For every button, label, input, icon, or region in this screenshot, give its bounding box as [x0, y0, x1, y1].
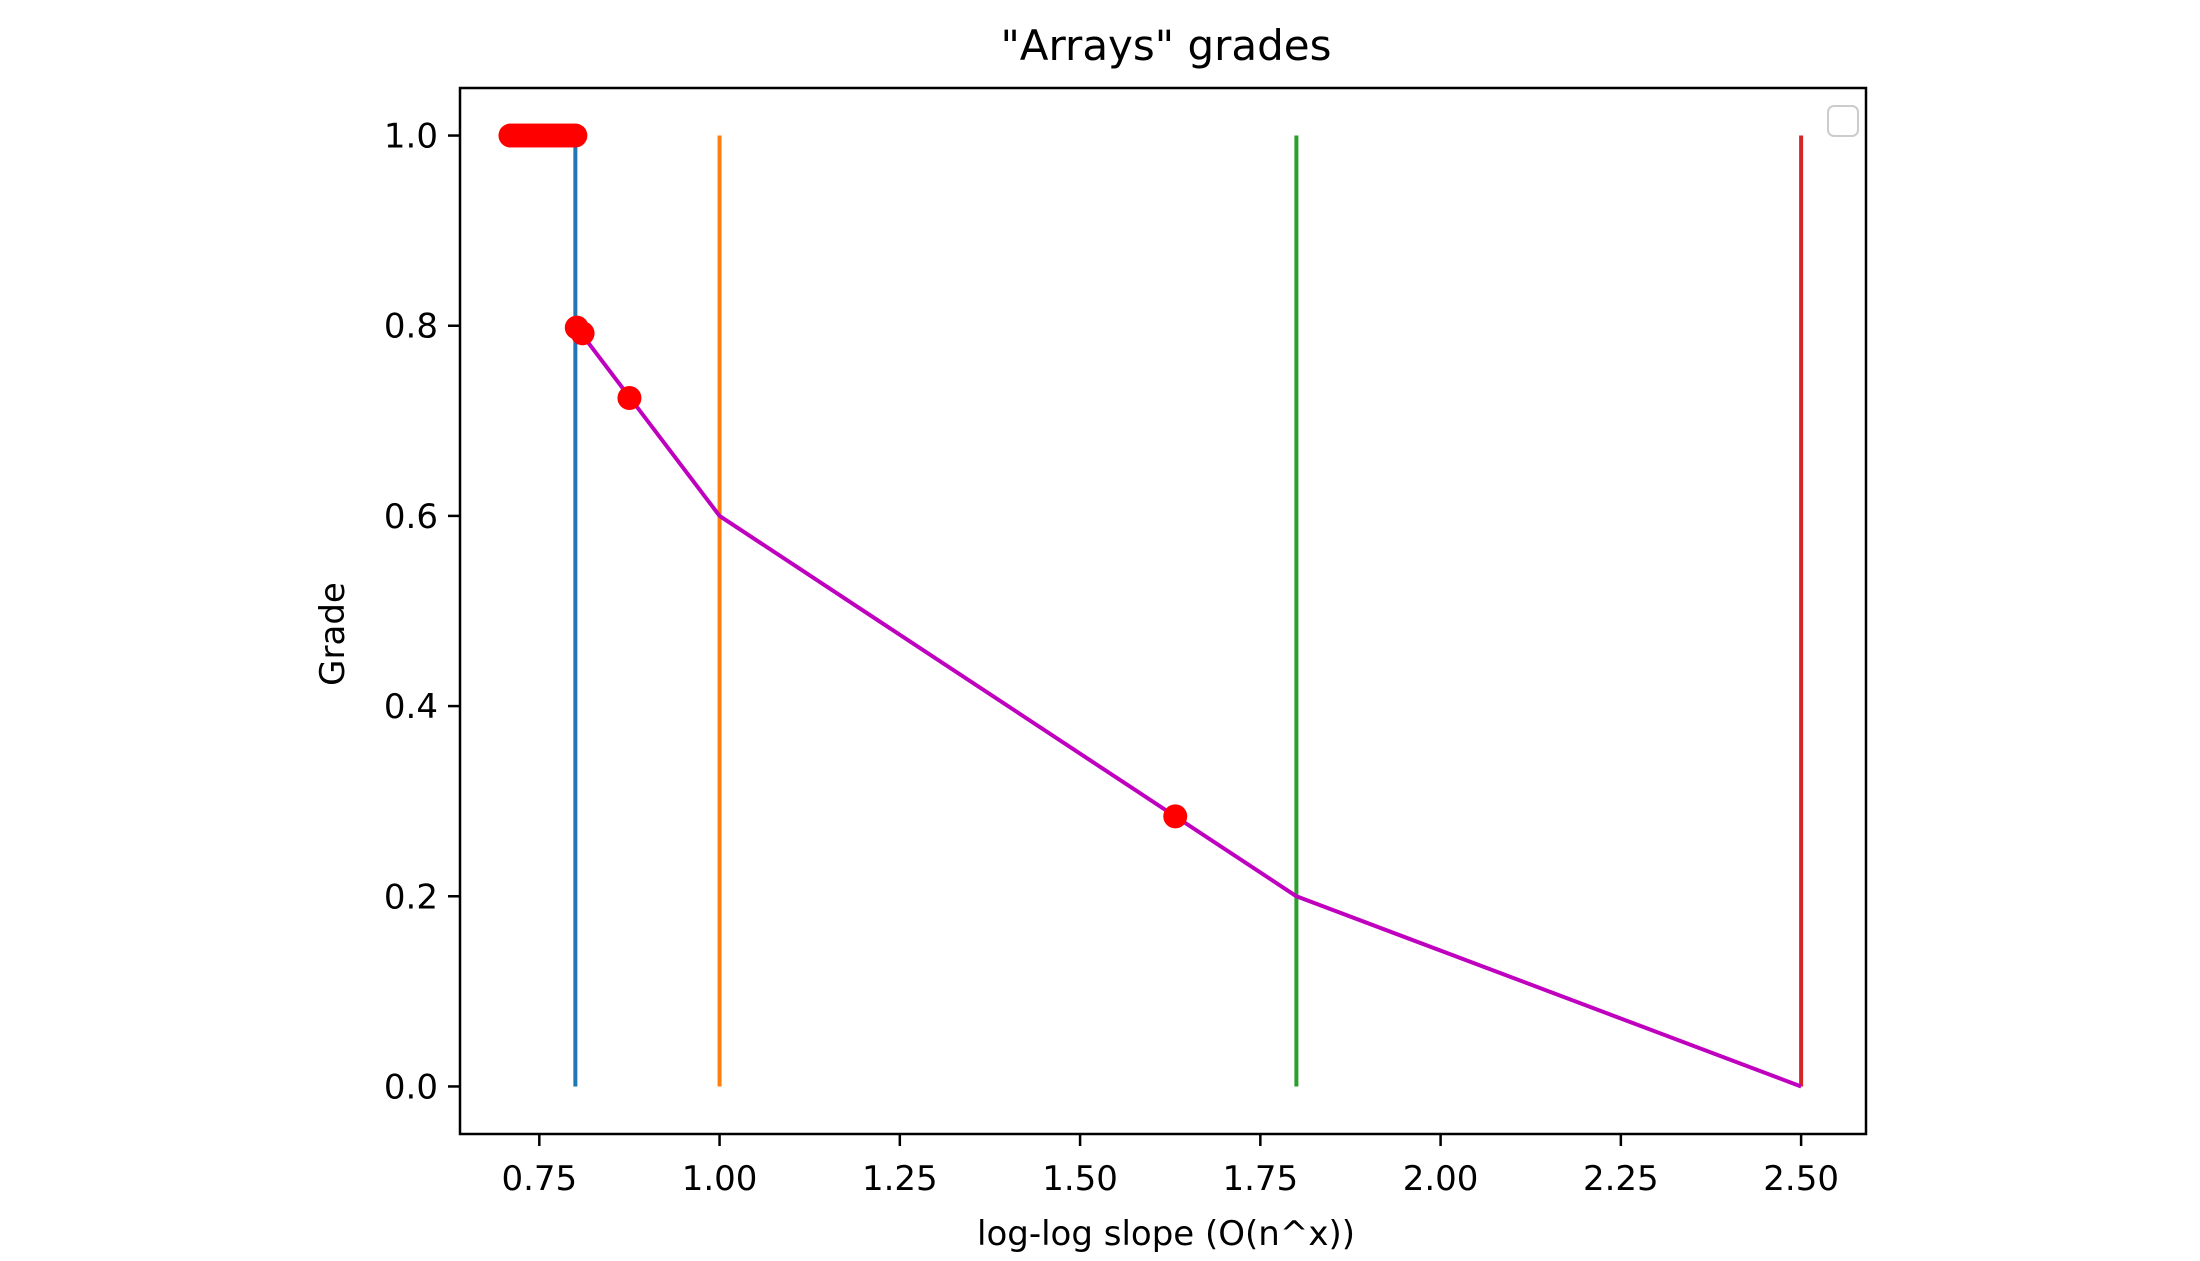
x-axis: 0.75 1.00 1.25 1.50 1.75 2.00 2.25 2.50	[501, 1134, 1839, 1199]
x-tick-label: 2.50	[1763, 1159, 1839, 1199]
x-tick-label: 2.00	[1403, 1159, 1479, 1199]
plot-area	[498, 123, 1804, 1089]
data-point	[1163, 804, 1188, 829]
y-axis-label: Grade	[313, 582, 353, 686]
data-point	[563, 123, 588, 148]
x-tick-label: 1.50	[1042, 1159, 1118, 1199]
y-tick-label: 1.0	[384, 117, 438, 157]
legend-box	[1827, 105, 1859, 137]
x-tick-label: 1.00	[682, 1159, 758, 1199]
data-point	[570, 321, 595, 346]
x-tick-label: 0.75	[501, 1159, 577, 1199]
x-axis-label: log-log slope (O(n^x))	[977, 1214, 1355, 1254]
x-tick-label: 1.25	[862, 1159, 938, 1199]
y-tick-label: 0.6	[384, 497, 438, 537]
grade-curve-line	[573, 324, 1802, 1089]
y-tick-label: 0.0	[384, 1067, 438, 1107]
plot-frame	[458, 86, 1868, 1136]
y-axis: 0.0 0.2 0.4 0.6 0.8 1.0	[384, 117, 460, 1107]
y-tick-label: 0.2	[384, 877, 438, 917]
chart-title: "Arrays" grades	[1000, 21, 1331, 70]
x-tick-label: 2.25	[1583, 1159, 1659, 1199]
data-point	[617, 385, 642, 410]
y-tick-label: 0.8	[384, 307, 438, 347]
x-tick-label: 1.75	[1222, 1159, 1298, 1199]
y-tick-label: 0.4	[384, 687, 438, 727]
